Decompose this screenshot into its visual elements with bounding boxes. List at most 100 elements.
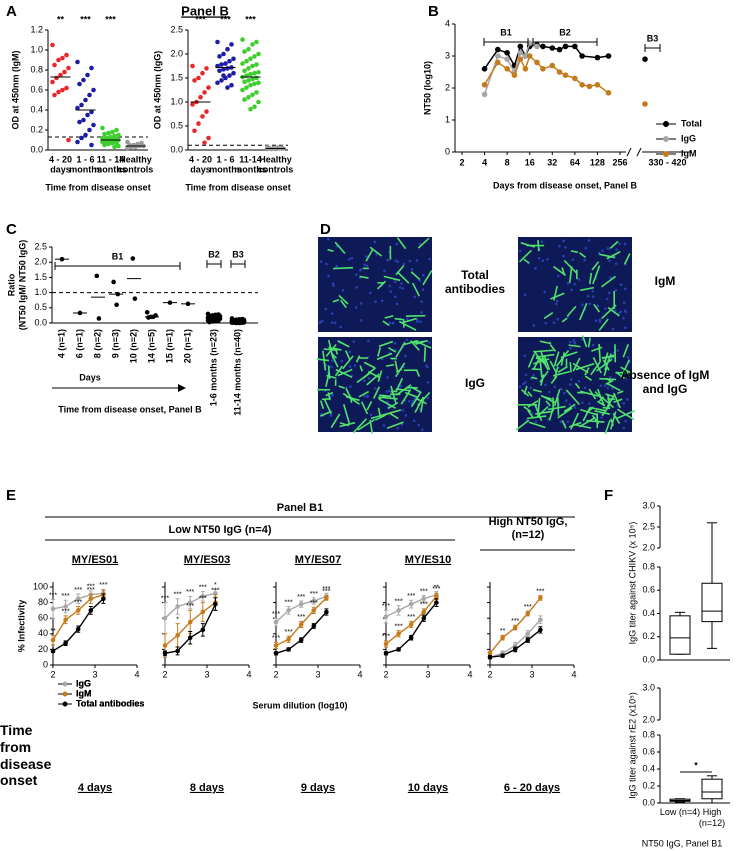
nucleus	[616, 349, 619, 352]
stained-cell	[533, 403, 543, 422]
nucleus	[363, 394, 366, 398]
stained-cell	[604, 419, 611, 434]
stained-cell	[420, 397, 425, 413]
significance: ***	[420, 602, 428, 609]
point	[594, 54, 601, 61]
stained-cell	[587, 337, 592, 348]
nucleus	[354, 306, 358, 309]
significance: ***	[322, 586, 330, 593]
annotation: B3	[647, 33, 659, 43]
subplot-title: MY/ES03	[184, 554, 230, 566]
annotation: B2	[208, 249, 220, 259]
dot	[144, 310, 150, 315]
point	[556, 46, 563, 53]
stained-cell	[527, 391, 533, 397]
point	[534, 43, 540, 50]
axis-break	[636, 147, 642, 157]
nucleus	[611, 387, 614, 390]
bracket	[206, 260, 222, 268]
legend-label: Total antibodies	[76, 698, 144, 708]
dot	[248, 71, 253, 77]
stained-cell	[598, 343, 601, 362]
stained-cell	[332, 299, 340, 303]
stained-cell	[383, 275, 401, 282]
significance: ***	[87, 584, 95, 591]
y-tick-label: 0.2	[642, 631, 655, 641]
nucleus	[365, 264, 369, 268]
nucleus	[623, 326, 627, 330]
dot	[56, 57, 61, 63]
y-tick-label: 1	[445, 114, 450, 124]
legend-label: Total antibodies	[76, 698, 144, 708]
y-tick-label: 100	[33, 581, 48, 591]
y-tick-label: 0.6	[30, 84, 43, 94]
x-tick-label: 11 - 14	[97, 154, 125, 164]
subplot-title: MY/ES01	[72, 554, 118, 566]
nucleus	[341, 289, 345, 292]
significance: ***	[382, 603, 390, 610]
dot	[102, 142, 107, 148]
stained-cell	[359, 365, 363, 372]
point	[562, 72, 569, 78]
nucleus	[374, 387, 377, 390]
dot	[81, 77, 86, 83]
point	[572, 43, 578, 50]
legend-marker	[62, 701, 68, 707]
dot	[223, 61, 228, 66]
stained-cell	[601, 403, 612, 417]
point	[213, 601, 218, 607]
x-axis-label: Serum dilution (log10)	[252, 700, 347, 710]
significance: ***	[536, 588, 544, 595]
nucleus	[329, 414, 333, 417]
point	[273, 643, 279, 648]
x-tick-label: Healthy	[119, 154, 152, 164]
point	[286, 636, 291, 642]
point	[642, 101, 648, 107]
y-tick-label: 3	[445, 50, 450, 60]
x-tick-label: 2	[162, 669, 167, 679]
dot	[91, 87, 96, 93]
stained-cell	[594, 391, 603, 400]
significance: ***	[407, 593, 415, 600]
stained-cell	[541, 357, 549, 371]
stained-cell	[358, 390, 370, 398]
stained-cell	[572, 357, 581, 372]
point	[101, 596, 106, 601]
stained-cell	[623, 253, 631, 265]
stained-cell	[527, 400, 539, 408]
dot	[225, 85, 230, 90]
annotation: B1	[112, 251, 124, 261]
nucleus	[598, 320, 602, 323]
nucleus	[388, 284, 392, 288]
nucleus	[623, 242, 627, 246]
x-tick-label: 2	[459, 157, 464, 167]
y-tick-label: 0	[43, 659, 48, 669]
point	[504, 50, 510, 56]
stained-cell	[609, 411, 617, 430]
dot	[100, 125, 105, 131]
stained-cell	[383, 409, 402, 416]
significance: ***	[199, 585, 207, 592]
point	[396, 631, 401, 637]
dot	[252, 104, 257, 110]
significance: ***	[174, 592, 182, 599]
point	[298, 637, 304, 643]
stained-cell	[596, 358, 613, 372]
stained-cell	[591, 346, 603, 352]
stained-cell	[400, 389, 412, 405]
nucleus	[623, 309, 627, 312]
y-tick-label: 0.6	[642, 746, 655, 756]
stained-cell	[539, 340, 552, 345]
y-tick-label: 0.5	[170, 120, 183, 130]
x-tick-label: 330 - 420	[648, 157, 686, 167]
nucleus	[541, 259, 545, 262]
y-tick-label: 0.0	[642, 797, 655, 807]
stained-cell	[543, 354, 551, 371]
subplot-title: MY/ES07	[295, 554, 341, 566]
x-axis-label: Time from disease onset	[45, 182, 150, 192]
dot	[242, 79, 247, 85]
stained-cell	[549, 360, 558, 374]
point	[298, 601, 304, 607]
point	[162, 643, 168, 648]
dot	[102, 131, 107, 137]
